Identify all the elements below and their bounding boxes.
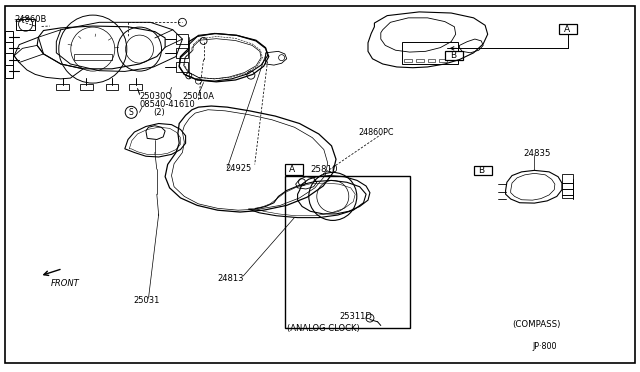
- FancyBboxPatch shape: [285, 164, 303, 175]
- Text: 08540-41610: 08540-41610: [140, 100, 195, 109]
- Text: 25010A: 25010A: [182, 92, 214, 101]
- Bar: [56, 84, 69, 90]
- Bar: [439, 59, 447, 62]
- Bar: [404, 59, 412, 62]
- Text: FRONT: FRONT: [51, 279, 80, 288]
- Bar: [402, 42, 458, 64]
- FancyBboxPatch shape: [474, 166, 492, 175]
- Text: JP·800: JP·800: [532, 342, 557, 351]
- Bar: [74, 54, 112, 60]
- Bar: [176, 62, 188, 72]
- Text: 24860B: 24860B: [14, 15, 47, 24]
- Text: 25030Q: 25030Q: [140, 92, 173, 101]
- Bar: [129, 84, 142, 90]
- Bar: [16, 19, 35, 30]
- FancyBboxPatch shape: [5, 6, 635, 363]
- Bar: [80, 84, 93, 90]
- Text: 24813: 24813: [218, 274, 244, 283]
- Bar: [5, 53, 13, 66]
- Bar: [106, 84, 118, 90]
- Text: (ANALOG CLOCK): (ANALOG CLOCK): [287, 324, 360, 333]
- Text: 24835: 24835: [524, 149, 551, 158]
- Text: A: A: [289, 165, 296, 174]
- Bar: [5, 31, 13, 44]
- Text: B: B: [450, 51, 456, 60]
- FancyBboxPatch shape: [445, 51, 463, 60]
- Text: 25810: 25810: [310, 165, 338, 174]
- FancyBboxPatch shape: [285, 176, 410, 328]
- Bar: [416, 59, 424, 62]
- Text: A: A: [564, 25, 570, 33]
- Bar: [428, 59, 435, 62]
- Text: B: B: [478, 166, 484, 175]
- Text: 24925: 24925: [225, 164, 252, 173]
- Text: (COMPASS): (COMPASS): [512, 320, 561, 329]
- Bar: [5, 65, 13, 78]
- Bar: [176, 48, 188, 58]
- Bar: [5, 42, 13, 55]
- Text: 25311D: 25311D: [339, 312, 372, 321]
- Text: 25031: 25031: [133, 296, 159, 305]
- Text: (2): (2): [154, 108, 165, 117]
- FancyBboxPatch shape: [559, 24, 577, 34]
- Text: 24860PC: 24860PC: [358, 128, 394, 137]
- Bar: [562, 174, 573, 198]
- Text: S: S: [129, 108, 134, 117]
- Bar: [176, 34, 188, 44]
